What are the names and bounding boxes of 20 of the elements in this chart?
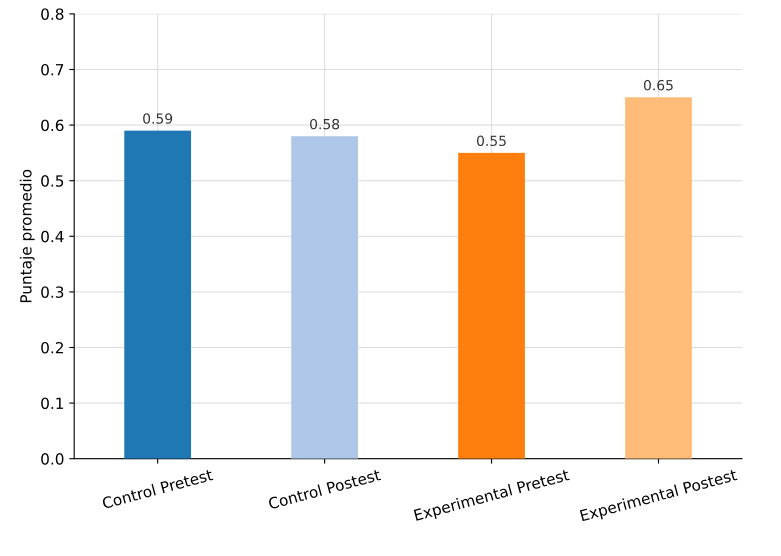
y-tick-label: 0.2 (41, 342, 63, 354)
y-tick-label: 0.6 (41, 120, 64, 132)
x-tick-label: Control Postest (268, 468, 382, 510)
y-tick-label: 0.7 (41, 64, 64, 76)
y-tick-label: 0.5 (41, 175, 64, 187)
y-axis-title: Puntaje promedio (20, 170, 35, 302)
bar (458, 152, 525, 459)
data-label: 0.65 (644, 80, 673, 90)
bar (124, 130, 192, 459)
data-label: 0.55 (476, 136, 506, 146)
y-tick-label: 0.1 (41, 398, 64, 410)
data-label: 0.59 (143, 113, 172, 124)
y-tick-label: 0.4 (41, 230, 64, 242)
y-tick-label: 0.3 (41, 286, 64, 298)
data-label: 0.58 (310, 118, 340, 130)
y-tick-label: 0.0 (41, 453, 64, 465)
y-tick-label: 0.8 (41, 8, 64, 20)
bar (291, 136, 358, 459)
x-tick-label: Control Pretest (102, 468, 214, 510)
bar (625, 97, 692, 459)
